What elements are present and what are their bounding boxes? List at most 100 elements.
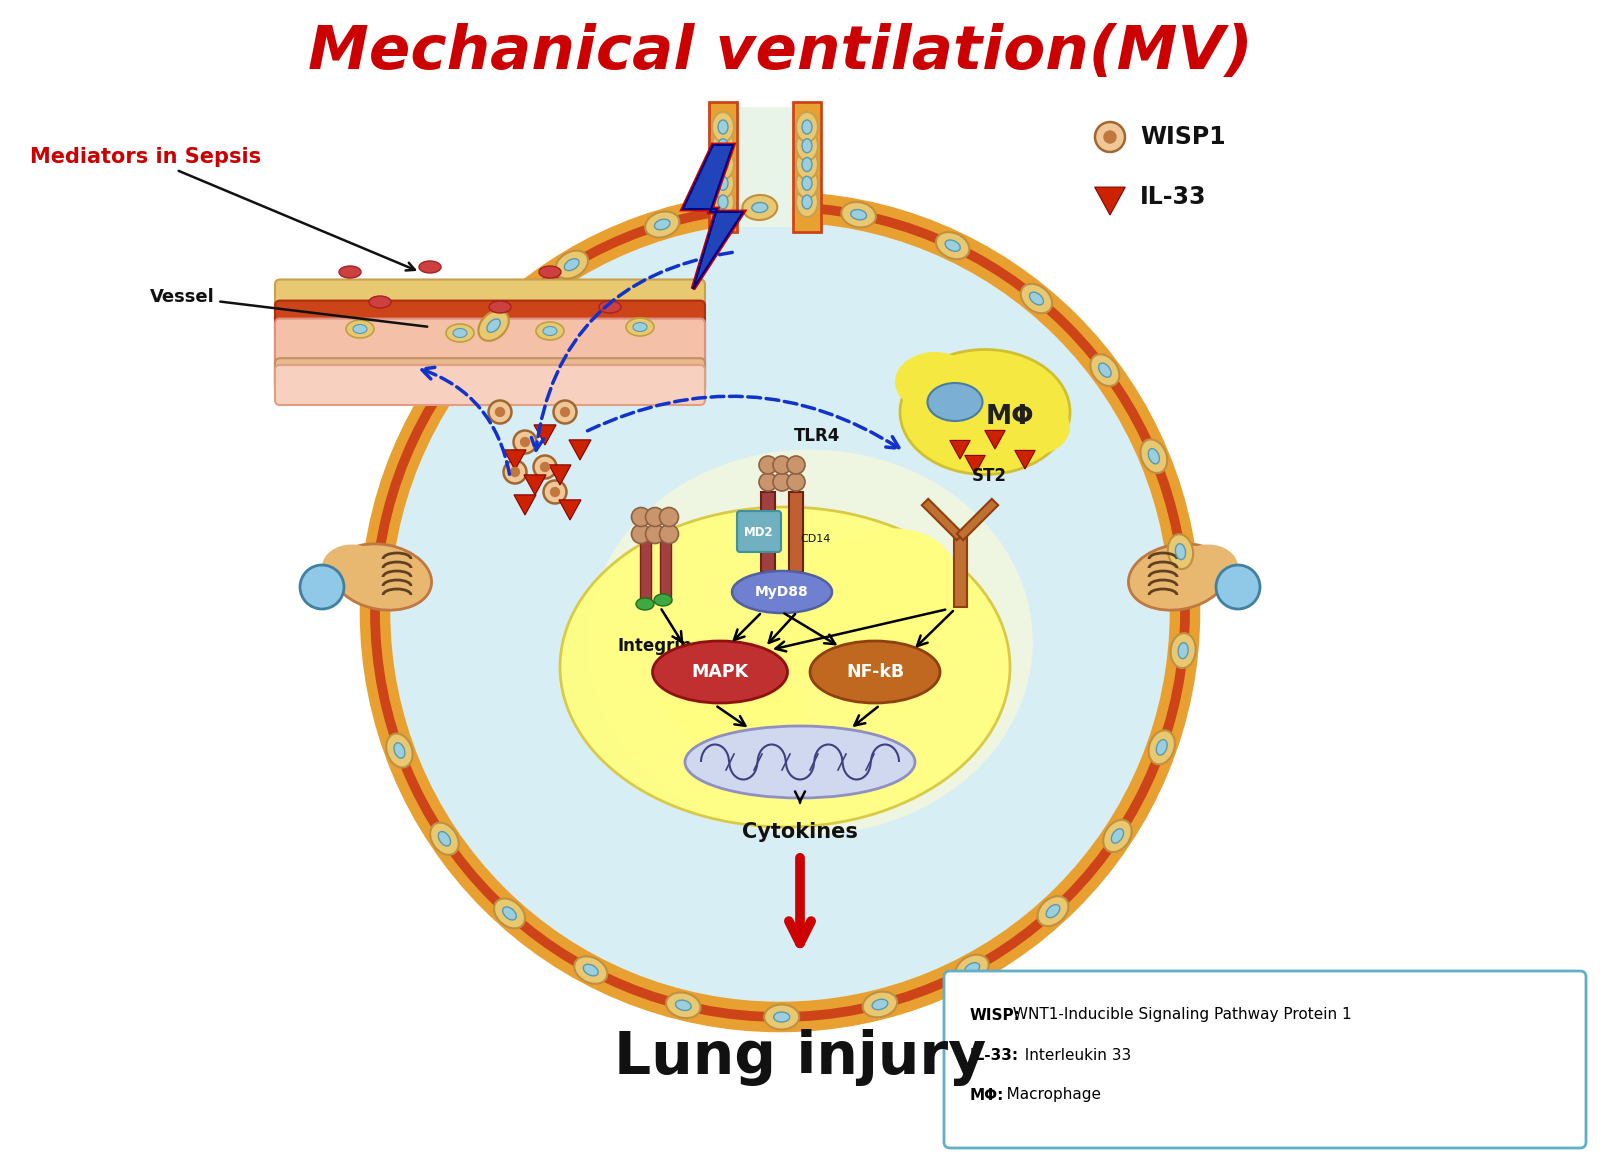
Ellipse shape [645,211,680,238]
Ellipse shape [419,261,442,273]
Ellipse shape [1090,355,1120,386]
Bar [709,102,738,232]
Ellipse shape [654,594,672,606]
Ellipse shape [1046,904,1059,917]
Ellipse shape [536,322,565,340]
Ellipse shape [1178,643,1189,658]
FancyBboxPatch shape [275,319,706,391]
Bar [738,107,794,228]
Ellipse shape [637,598,654,610]
Circle shape [301,565,344,609]
Circle shape [520,436,530,447]
Ellipse shape [712,187,734,217]
Polygon shape [965,455,986,474]
Ellipse shape [862,992,898,1018]
Ellipse shape [1178,545,1238,589]
Circle shape [554,400,576,424]
FancyBboxPatch shape [275,280,706,394]
Ellipse shape [666,992,701,1018]
Text: MΦ:: MΦ: [970,1088,1005,1103]
Bar [794,102,821,232]
FancyBboxPatch shape [944,971,1586,1148]
Text: Cytokines: Cytokines [742,822,858,843]
Ellipse shape [752,203,768,212]
FancyBboxPatch shape [275,301,706,392]
Text: WNT1-Inducible Signaling Pathway Protein 1: WNT1-Inducible Signaling Pathway Protein… [1008,1007,1350,1022]
Circle shape [773,473,790,491]
Text: MD2: MD2 [744,525,774,538]
Ellipse shape [560,506,1010,827]
Ellipse shape [712,149,734,180]
Ellipse shape [539,266,562,278]
Ellipse shape [797,187,818,217]
Ellipse shape [339,266,362,278]
Ellipse shape [685,726,915,798]
Ellipse shape [718,120,728,134]
Text: WISP:: WISP: [970,1007,1021,1022]
Ellipse shape [965,963,979,974]
Ellipse shape [797,131,818,161]
Circle shape [1104,131,1117,144]
Ellipse shape [1099,363,1110,377]
Circle shape [494,407,506,417]
FancyArrow shape [957,498,998,540]
Ellipse shape [872,999,888,1009]
Ellipse shape [901,349,1070,475]
Ellipse shape [842,202,875,228]
Ellipse shape [542,327,557,335]
Ellipse shape [955,955,989,983]
Ellipse shape [1149,731,1174,764]
Ellipse shape [1157,740,1166,755]
Text: MAPK: MAPK [691,663,749,682]
Text: IL-33: IL-33 [1139,186,1206,209]
Ellipse shape [771,529,958,685]
Circle shape [533,455,557,478]
Bar [954,537,966,607]
Ellipse shape [653,641,787,703]
Polygon shape [558,499,581,520]
Ellipse shape [946,240,960,251]
Text: TLR4: TLR4 [794,427,840,445]
Text: IL-33:: IL-33: [970,1048,1019,1062]
Ellipse shape [802,195,813,209]
Circle shape [645,508,664,526]
Polygon shape [549,464,571,485]
Ellipse shape [797,168,818,198]
Ellipse shape [712,112,734,142]
Bar [738,107,794,228]
Ellipse shape [584,964,598,976]
Ellipse shape [810,641,941,703]
Ellipse shape [774,1012,790,1022]
Text: Mediators in Sepsis: Mediators in Sepsis [30,147,414,271]
Ellipse shape [1000,399,1070,454]
Polygon shape [534,425,557,445]
Circle shape [374,207,1186,1016]
Ellipse shape [894,352,974,412]
Circle shape [787,456,805,474]
FancyBboxPatch shape [275,365,706,405]
Ellipse shape [1112,829,1123,844]
Circle shape [659,524,678,544]
Text: MyD88: MyD88 [755,585,810,599]
Ellipse shape [370,296,390,308]
Bar [659,532,670,602]
Text: Macrophage: Macrophage [992,1088,1101,1103]
Circle shape [510,467,520,477]
Ellipse shape [1029,292,1043,305]
Circle shape [773,456,790,474]
Ellipse shape [478,310,509,341]
Circle shape [514,431,536,454]
Polygon shape [986,431,1005,449]
Text: Vessel: Vessel [150,288,427,327]
Ellipse shape [438,832,451,846]
Text: Integrin: Integrin [618,637,693,655]
Circle shape [645,524,664,544]
Ellipse shape [430,823,459,855]
Ellipse shape [797,149,818,180]
FancyBboxPatch shape [738,511,781,552]
Ellipse shape [1021,284,1053,313]
Ellipse shape [675,1000,691,1011]
Ellipse shape [802,139,813,153]
Ellipse shape [490,301,510,313]
Ellipse shape [1176,544,1186,560]
